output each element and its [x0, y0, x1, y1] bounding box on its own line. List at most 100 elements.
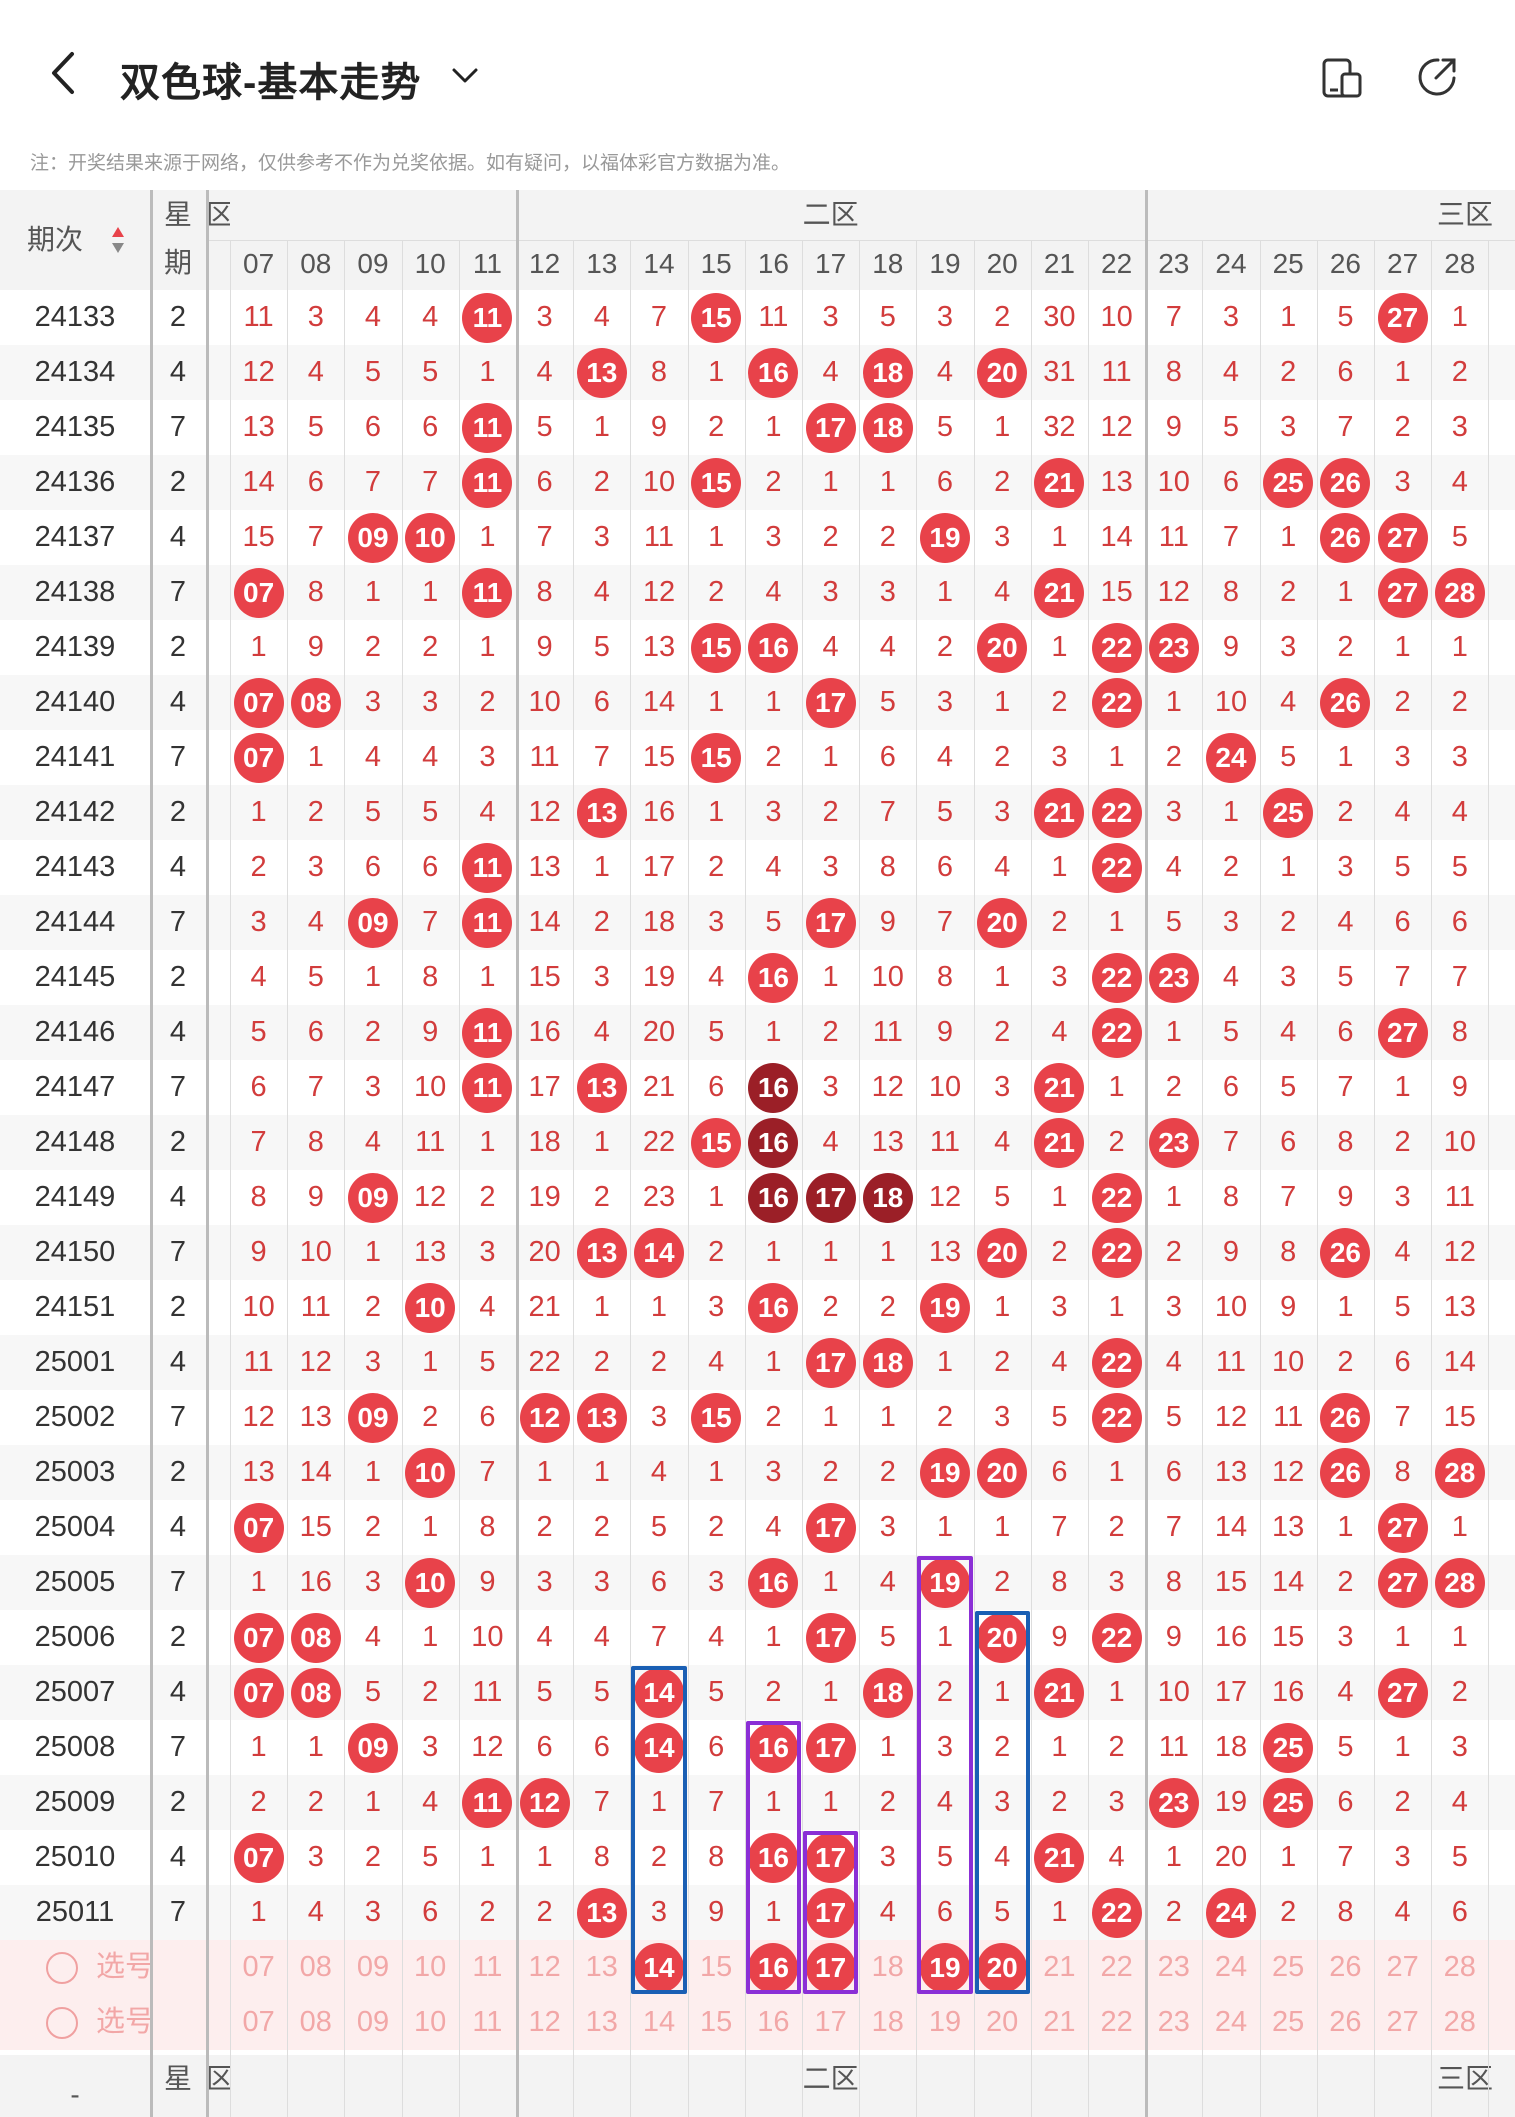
selected-number-ball[interactable]: 20	[977, 1942, 1028, 1993]
selectable-number[interactable]: 12	[528, 1951, 561, 1983]
selectable-number[interactable]: 07	[242, 2006, 275, 2038]
selectable-number[interactable]: 28	[1443, 1951, 1476, 1983]
drawn-number-ball[interactable]: 21	[1034, 1062, 1085, 1113]
drawn-number-ball[interactable]: 14	[634, 1722, 684, 1773]
drawn-number-ball[interactable]: 17	[805, 1502, 856, 1553]
drawn-number-ball[interactable]: 26	[1320, 457, 1371, 508]
selectable-number[interactable]: 13	[585, 2006, 618, 2038]
select-label[interactable]: 选号	[96, 2006, 155, 2038]
drawn-number-ball[interactable]: 11	[462, 402, 513, 453]
drawn-number-ball[interactable]: 11	[462, 567, 513, 618]
drawn-number-ball[interactable]: 13	[576, 347, 627, 398]
drawn-number-ball[interactable]: 09	[348, 1722, 398, 1773]
drawn-number-ball[interactable]: 21	[1034, 1667, 1085, 1718]
drawn-number-ball[interactable]: 10	[405, 512, 456, 563]
selectable-number[interactable]: 26	[1329, 1951, 1362, 1983]
drawn-number-ball[interactable]: 11	[462, 842, 513, 893]
selectable-number[interactable]: 25	[1272, 1951, 1305, 1983]
selected-number-ball[interactable]: 14	[634, 1942, 684, 1993]
drawn-number-ball[interactable]: 20	[977, 622, 1028, 673]
selectable-number[interactable]: 07	[242, 1951, 275, 1983]
drawn-number-ball[interactable]: 17	[805, 1722, 856, 1773]
drawn-number-ball[interactable]: 07	[233, 1667, 284, 1718]
drawn-number-ball[interactable]: 18	[862, 1172, 913, 1223]
selectable-number[interactable]: 13	[585, 1951, 618, 1983]
drawn-number-ball[interactable]: 27	[1377, 512, 1428, 563]
drawn-number-ball[interactable]: 22	[1091, 622, 1142, 673]
drawn-number-ball[interactable]: 25	[1263, 1722, 1314, 1773]
drawn-number-ball[interactable]: 12	[519, 1777, 570, 1828]
selectable-number[interactable]: 12	[528, 2006, 561, 2038]
drawn-number-ball[interactable]: 27	[1377, 1557, 1428, 1608]
drawn-number-ball[interactable]: 27	[1377, 292, 1428, 343]
drawn-number-ball[interactable]: 08	[290, 1612, 341, 1663]
selectable-number[interactable]: 09	[356, 1951, 390, 1983]
drawn-number-ball[interactable]: 21	[1034, 567, 1085, 618]
selectable-number[interactable]: 11	[472, 1951, 503, 1983]
sort-icon[interactable]	[110, 225, 126, 255]
selectable-number[interactable]: 21	[1043, 2006, 1076, 2038]
selectable-number[interactable]: 20	[986, 2006, 1019, 2038]
drawn-number-ball[interactable]: 22	[1091, 1337, 1142, 1388]
drawn-number-ball[interactable]: 23	[1148, 952, 1199, 1003]
drawn-number-ball[interactable]: 15	[691, 622, 742, 673]
selectable-number[interactable]: 27	[1386, 2006, 1419, 2038]
drawn-number-ball[interactable]: 22	[1091, 1612, 1142, 1663]
selectable-number[interactable]: 18	[871, 2006, 904, 2038]
drawn-number-ball[interactable]: 17	[805, 1612, 856, 1663]
back-arrow-icon[interactable]	[40, 48, 90, 98]
drawn-number-ball[interactable]: 17	[805, 1172, 856, 1223]
selectable-number[interactable]: 10	[414, 1951, 447, 1983]
selectable-number[interactable]: 27	[1386, 1951, 1419, 1983]
drawn-number-ball[interactable]: 07	[233, 1832, 284, 1883]
drawn-number-ball[interactable]: 07	[233, 1612, 284, 1663]
selectable-number[interactable]: 10	[414, 2006, 447, 2038]
page-title[interactable]: 双色球-基本走势	[120, 61, 422, 105]
drawn-number-ball[interactable]: 07	[233, 677, 284, 728]
drawn-number-ball[interactable]: 22	[1091, 952, 1142, 1003]
drawn-number-ball[interactable]: 13	[576, 1392, 627, 1443]
drawn-number-ball[interactable]: 09	[348, 1172, 398, 1223]
drawn-number-ball[interactable]: 10	[405, 1282, 456, 1333]
drawn-number-ball[interactable]: 22	[1091, 1392, 1142, 1443]
drawn-number-ball[interactable]: 16	[748, 1722, 799, 1773]
drawn-number-ball[interactable]: 16	[748, 1282, 799, 1333]
drawn-number-ball[interactable]: 19	[920, 1282, 970, 1333]
drawn-number-ball[interactable]: 20	[977, 347, 1028, 398]
drawn-number-ball[interactable]: 11	[462, 457, 513, 508]
drawn-number-ball[interactable]: 12	[519, 1392, 570, 1443]
drawn-number-ball[interactable]: 28	[1434, 567, 1485, 618]
drawn-number-ball[interactable]: 13	[576, 1227, 627, 1278]
drawn-number-ball[interactable]: 22	[1091, 1887, 1142, 1938]
drawn-number-ball[interactable]: 16	[748, 622, 799, 673]
selectable-number[interactable]: 26	[1329, 2006, 1362, 2038]
drawn-number-ball[interactable]: 16	[748, 347, 799, 398]
drawn-number-ball[interactable]: 11	[462, 1777, 513, 1828]
drawn-number-ball[interactable]: 25	[1263, 1777, 1314, 1828]
drawn-number-ball[interactable]: 20	[977, 1227, 1028, 1278]
selectable-number[interactable]: 16	[757, 2006, 790, 2038]
drawn-number-ball[interactable]: 24	[1206, 1887, 1256, 1938]
drawn-number-ball[interactable]: 22	[1091, 1172, 1142, 1223]
drawn-number-ball[interactable]: 13	[576, 1062, 627, 1113]
drawn-number-ball[interactable]: 27	[1377, 1667, 1428, 1718]
drawn-number-ball[interactable]: 15	[691, 1117, 742, 1168]
drawn-number-ball[interactable]: 27	[1377, 1502, 1428, 1553]
selectable-number[interactable]: 23	[1157, 1951, 1190, 1983]
drawn-number-ball[interactable]: 07	[233, 732, 284, 783]
drawn-number-ball[interactable]: 20	[977, 897, 1028, 948]
selectable-number[interactable]: 22	[1100, 1951, 1133, 1983]
selectable-number[interactable]: 19	[928, 2006, 962, 2038]
drawn-number-ball[interactable]: 22	[1091, 842, 1142, 893]
drawn-number-ball[interactable]: 15	[691, 1392, 742, 1443]
trend-table[interactable]: 期次星期区二区 三区 07 08 09 10 11 12 13 14 15 16 17 18 19 20 21 2…	[0, 190, 1515, 2117]
drawn-number-ball[interactable]: 20	[977, 1447, 1028, 1498]
drawn-number-ball[interactable]: 19	[920, 1447, 970, 1498]
device-split-icon[interactable]	[1318, 54, 1366, 102]
drawn-number-ball[interactable]: 08	[290, 1667, 341, 1718]
drawn-number-ball[interactable]: 13	[576, 787, 627, 838]
drawn-number-ball[interactable]: 23	[1148, 1777, 1199, 1828]
chevron-down-icon[interactable]	[448, 58, 482, 92]
drawn-number-ball[interactable]: 21	[1034, 1832, 1085, 1883]
selectable-number[interactable]: 21	[1043, 1951, 1076, 1983]
